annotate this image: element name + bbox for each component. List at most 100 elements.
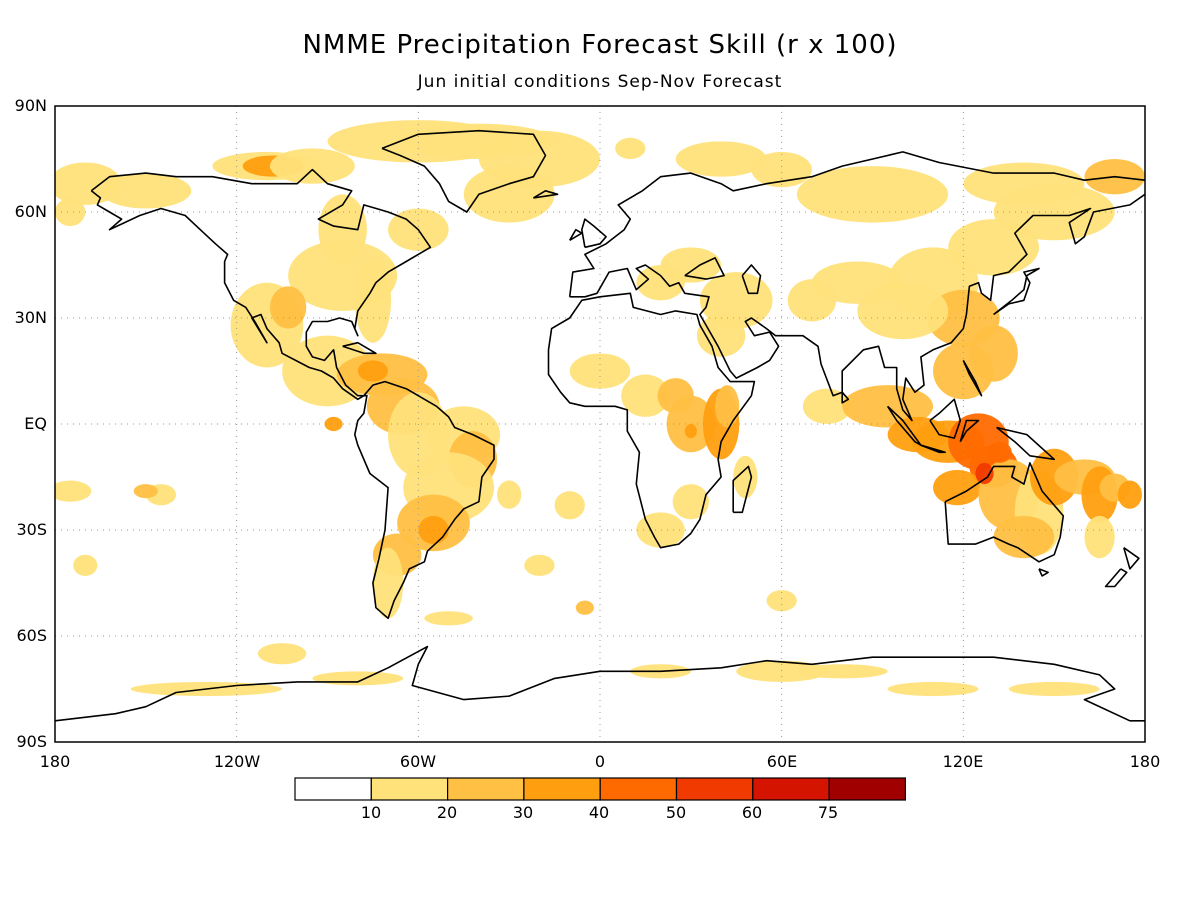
page-title: NMME Precipitation Forecast Skill (r x 1… bbox=[302, 30, 897, 60]
coastline bbox=[568, 151, 1145, 297]
skill-region bbox=[55, 480, 92, 502]
skill-region bbox=[1117, 480, 1142, 509]
coastline bbox=[90, 168, 432, 401]
skill-region bbox=[636, 265, 685, 301]
plot-frame bbox=[54, 105, 1146, 743]
skill-region bbox=[354, 257, 392, 343]
lon-label-120w: 120W bbox=[214, 752, 261, 771]
colorbar-swatch bbox=[599, 777, 678, 801]
skill-region bbox=[993, 515, 1055, 559]
lat-label-90n: 90N bbox=[15, 96, 47, 115]
coastline bbox=[55, 645, 1145, 722]
skill-region bbox=[672, 484, 709, 520]
coastline bbox=[841, 391, 850, 404]
coastline bbox=[381, 129, 547, 213]
coastline bbox=[959, 419, 980, 443]
skill-region bbox=[675, 141, 767, 177]
coastline bbox=[580, 218, 607, 249]
colorbar-label: 40 bbox=[589, 803, 609, 822]
coastline bbox=[996, 426, 1055, 461]
skill-region bbox=[372, 547, 404, 619]
skill-region bbox=[736, 660, 828, 682]
graticule bbox=[55, 106, 1145, 742]
subtitle: Jun initial conditions Sep-Nov Forecast bbox=[417, 72, 783, 92]
coastline bbox=[886, 405, 922, 447]
skill-region bbox=[696, 314, 746, 357]
skill-region bbox=[666, 395, 716, 453]
coastline bbox=[920, 444, 947, 454]
skill-region bbox=[684, 424, 697, 439]
skill-region bbox=[269, 148, 355, 184]
skill-region bbox=[948, 219, 1040, 276]
skill-region bbox=[933, 469, 982, 506]
coastline bbox=[547, 292, 756, 549]
lon-label-60e: 60E bbox=[767, 752, 797, 771]
skill-region bbox=[933, 342, 994, 400]
skill-region bbox=[715, 385, 740, 428]
skill-region bbox=[993, 183, 1115, 241]
skill-region bbox=[554, 491, 585, 520]
skill-region bbox=[524, 554, 555, 576]
skill-region bbox=[269, 286, 307, 329]
skill-region bbox=[802, 388, 852, 425]
colorbar-swatch bbox=[675, 777, 754, 801]
coastline bbox=[532, 190, 559, 199]
coastline bbox=[569, 193, 1145, 422]
colorbar-label: 50 bbox=[666, 803, 686, 822]
coastline bbox=[962, 360, 983, 397]
coastline bbox=[741, 264, 762, 295]
colorbar bbox=[294, 777, 906, 801]
coastline bbox=[993, 267, 1040, 316]
coastline bbox=[1104, 568, 1128, 588]
coastline bbox=[732, 465, 753, 514]
skill-region bbox=[424, 611, 473, 626]
skill-region bbox=[324, 416, 343, 432]
coastline bbox=[944, 462, 1065, 563]
skill-region bbox=[787, 279, 837, 322]
skill-region bbox=[55, 197, 86, 227]
colorbar-swatch bbox=[523, 777, 601, 801]
skill-region bbox=[766, 590, 797, 612]
coastline bbox=[353, 380, 495, 620]
skill-region bbox=[887, 681, 979, 697]
skill-region bbox=[478, 130, 600, 188]
coastline bbox=[1123, 547, 1140, 570]
skill-region bbox=[636, 512, 685, 548]
colorbar-swatch bbox=[752, 777, 830, 801]
colorbar-label: 10 bbox=[361, 803, 381, 822]
skill-region bbox=[987, 441, 1012, 463]
skill-region bbox=[975, 462, 994, 485]
colorbar-swatch bbox=[447, 777, 525, 801]
colorbar-label: 30 bbox=[513, 803, 533, 822]
lat-label-eq: EQ bbox=[24, 414, 47, 433]
colorbar-swatch bbox=[370, 777, 449, 801]
lon-label-180w: 180 bbox=[40, 752, 71, 771]
lat-label-60n: 60N bbox=[15, 202, 47, 221]
coastline bbox=[684, 257, 725, 280]
skill-region bbox=[100, 173, 192, 209]
skill-region bbox=[615, 137, 646, 159]
lat-label-30n: 30N bbox=[15, 308, 47, 327]
skill-region bbox=[796, 166, 949, 223]
colorbar-swatch bbox=[828, 777, 906, 801]
skill-region bbox=[796, 664, 888, 679]
skill-region bbox=[1084, 515, 1115, 559]
colorbar-label: 60 bbox=[742, 803, 762, 822]
skill-shading bbox=[55, 120, 1145, 697]
lat-label-60s: 60S bbox=[16, 626, 47, 645]
skill-region bbox=[575, 600, 594, 615]
lon-label-120e: 120E bbox=[943, 752, 984, 771]
skill-region bbox=[569, 353, 631, 389]
skill-region bbox=[733, 455, 758, 499]
skill-region bbox=[357, 360, 389, 382]
lat-label-90s: 90S bbox=[16, 732, 47, 751]
coastline bbox=[342, 341, 377, 355]
skill-region bbox=[699, 272, 773, 329]
lon-label-180e: 180 bbox=[1130, 752, 1161, 771]
skill-region bbox=[73, 554, 98, 576]
lon-label-60w: 60W bbox=[400, 752, 436, 771]
lat-label-30s: 30S bbox=[16, 520, 47, 539]
coastlines bbox=[55, 129, 1145, 722]
coastline bbox=[569, 228, 583, 241]
